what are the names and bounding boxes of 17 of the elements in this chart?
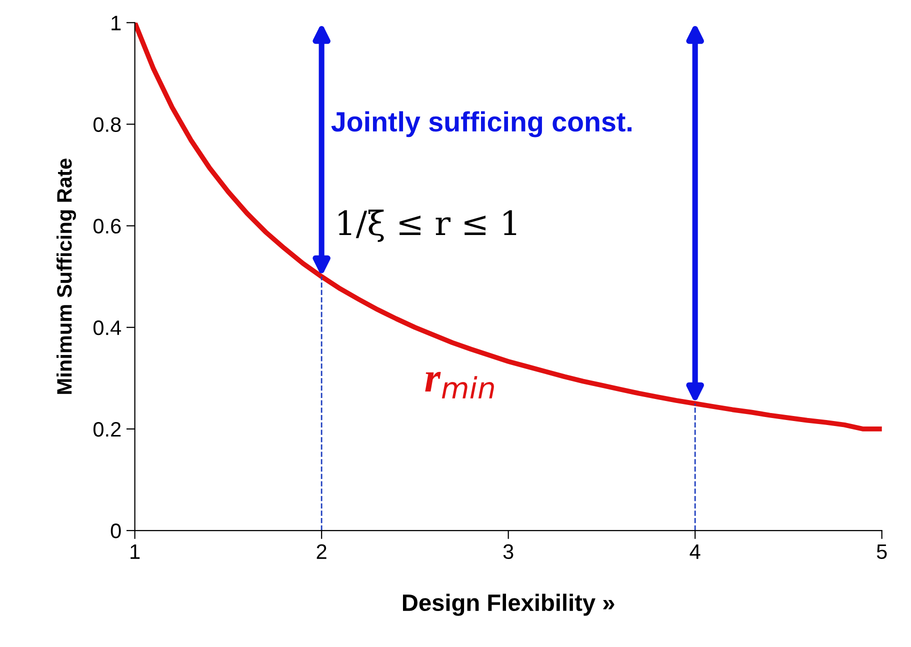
x-axis-title: Design Flexibility »	[402, 594, 614, 616]
x-tick-label: 3	[503, 544, 514, 560]
x-tick-label: 5	[876, 544, 887, 560]
line-series	[134, 22, 882, 432]
y-tick-label: 0.4	[93, 320, 122, 336]
x-tick-label: 1	[130, 544, 140, 559]
y-tick-label: 0.6	[93, 218, 121, 234]
y-tick-label: 0.2	[93, 422, 121, 437]
series-label: r$_{min}$	[425, 372, 494, 398]
y-axis-title: Minimum Sufficing Rate	[56, 158, 76, 394]
annotation: 1/ξ ≤ r ≤ 1	[338, 210, 516, 242]
y-tick-label: 0.8	[93, 117, 121, 132]
annotation: Jointly sufficing const.	[331, 111, 632, 138]
x-tick-label: 4	[690, 544, 700, 559]
x-tick-label: 2	[316, 544, 326, 559]
y-tick-label: 0	[110, 524, 121, 538]
y-tick-label: 1	[112, 16, 121, 30]
